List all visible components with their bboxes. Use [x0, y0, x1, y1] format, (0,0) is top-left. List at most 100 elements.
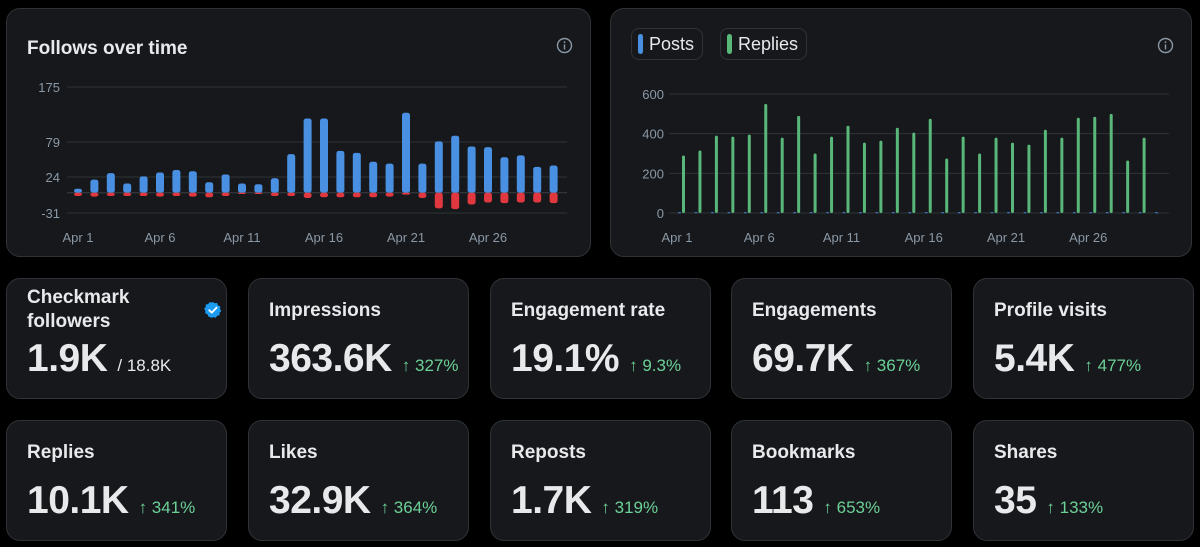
- replies-bar[interactable]: [764, 103, 768, 213]
- follows-bar[interactable]: [156, 172, 164, 193]
- legend-replies[interactable]: Replies: [720, 28, 808, 60]
- follows-bar[interactable]: [516, 155, 525, 193]
- posts-bar[interactable]: [957, 212, 961, 214]
- unfollows-bar[interactable]: [467, 192, 476, 205]
- stat-profile-visits[interactable]: Profile visits 5.4K ↑ 477%: [973, 278, 1194, 399]
- posts-bar[interactable]: [1122, 212, 1126, 214]
- follows-bar[interactable]: [106, 173, 115, 193]
- posts-bar[interactable]: [727, 212, 731, 214]
- posts-bar[interactable]: [743, 212, 747, 214]
- unfollows-bar[interactable]: [484, 192, 492, 203]
- unfollows-bar[interactable]: [238, 192, 246, 195]
- follows-bar[interactable]: [238, 183, 246, 193]
- replies-bar[interactable]: [1060, 137, 1064, 213]
- stat-reposts[interactable]: Reposts 1.7K ↑ 319%: [490, 420, 711, 541]
- follows-bar[interactable]: [352, 152, 361, 193]
- follows-bar[interactable]: [270, 178, 279, 193]
- posts-bar[interactable]: [1056, 212, 1060, 214]
- unfollows-bar[interactable]: [156, 192, 164, 197]
- follows-bar[interactable]: [484, 147, 492, 193]
- unfollows-bar[interactable]: [434, 192, 443, 209]
- posts-bar[interactable]: [710, 212, 714, 214]
- replies-bar[interactable]: [1109, 113, 1113, 213]
- unfollows-bar[interactable]: [139, 192, 148, 196]
- follows-bar[interactable]: [336, 150, 345, 193]
- replies-bar[interactable]: [682, 155, 685, 213]
- unfollows-bar[interactable]: [418, 192, 427, 198]
- unfollows-bar[interactable]: [451, 192, 460, 210]
- posts-bar[interactable]: [776, 212, 780, 214]
- follows-bar[interactable]: [188, 171, 197, 193]
- replies-bar[interactable]: [698, 150, 702, 213]
- stat-replies[interactable]: Replies 10.1K ↑ 341%: [6, 420, 227, 541]
- follows-bar[interactable]: [385, 163, 394, 193]
- follows-bar[interactable]: [320, 118, 328, 193]
- unfollows-bar[interactable]: [90, 192, 99, 197]
- follows-bar[interactable]: [303, 118, 312, 193]
- posts-bar[interactable]: [826, 212, 830, 214]
- unfollows-bar[interactable]: [336, 192, 345, 198]
- posts-bar[interactable]: [842, 212, 846, 214]
- posts-bar[interactable]: [760, 212, 764, 214]
- posts-bar[interactable]: [1089, 212, 1093, 214]
- replies-bar[interactable]: [747, 134, 751, 213]
- info-icon[interactable]: [556, 37, 573, 54]
- posts-bar[interactable]: [941, 212, 945, 214]
- stat-checkmark-followers[interactable]: Checkmark followers 1.9K / 18.8K: [6, 278, 227, 399]
- follows-bar[interactable]: [418, 163, 427, 193]
- follows-bar[interactable]: [139, 176, 148, 193]
- posts-bar[interactable]: [1138, 212, 1142, 214]
- unfollows-bar[interactable]: [320, 192, 328, 198]
- replies-bar[interactable]: [846, 125, 850, 213]
- follows-bar[interactable]: [434, 141, 443, 193]
- posts-bar[interactable]: [678, 212, 681, 214]
- posts-bar[interactable]: [1039, 212, 1043, 214]
- stat-impressions[interactable]: Impressions 363.6K ↑ 327%: [248, 278, 469, 399]
- stat-engagements[interactable]: Engagements 69.7K ↑ 367%: [731, 278, 952, 399]
- posts-bar[interactable]: [891, 212, 895, 214]
- replies-bar[interactable]: [961, 136, 965, 213]
- info-icon[interactable]: [1157, 37, 1174, 54]
- unfollows-bar[interactable]: [549, 192, 558, 204]
- posts-bar[interactable]: [1023, 212, 1027, 214]
- unfollows-bar[interactable]: [123, 192, 132, 196]
- replies-bar[interactable]: [797, 115, 801, 213]
- unfollows-bar[interactable]: [188, 192, 197, 197]
- posts-bar[interactable]: [990, 212, 994, 214]
- follows-bar[interactable]: [500, 157, 509, 193]
- replies-bar[interactable]: [714, 135, 718, 213]
- follows-bar[interactable]: [254, 184, 263, 193]
- stat-bookmarks[interactable]: Bookmarks 113 ↑ 653%: [731, 420, 952, 541]
- unfollows-bar[interactable]: [205, 192, 214, 198]
- posts-bar[interactable]: [1105, 212, 1109, 214]
- follows-bar[interactable]: [549, 165, 558, 193]
- replies-bar[interactable]: [1093, 116, 1097, 213]
- replies-bar[interactable]: [731, 136, 735, 213]
- posts-bar[interactable]: [793, 212, 797, 214]
- follows-bar[interactable]: [533, 166, 542, 193]
- unfollows-bar[interactable]: [369, 192, 378, 198]
- posts-bar[interactable]: [875, 212, 879, 214]
- replies-bar[interactable]: [945, 158, 949, 213]
- posts-bar[interactable]: [908, 212, 912, 214]
- unfollows-bar[interactable]: [402, 192, 410, 195]
- follows-bar[interactable]: [369, 161, 378, 193]
- replies-bar[interactable]: [895, 127, 899, 213]
- unfollows-bar[interactable]: [221, 192, 230, 196]
- replies-bar[interactable]: [1076, 117, 1080, 213]
- replies-bar[interactable]: [879, 140, 883, 213]
- posts-bar[interactable]: [1007, 212, 1010, 214]
- follows-bar[interactable]: [172, 170, 181, 193]
- follows-bar[interactable]: [74, 188, 82, 193]
- unfollows-bar[interactable]: [352, 192, 361, 198]
- unfollows-bar[interactable]: [516, 192, 525, 203]
- replies-bar[interactable]: [1011, 142, 1014, 213]
- replies-bar[interactable]: [1142, 137, 1146, 213]
- follows-bar[interactable]: [451, 135, 460, 193]
- follows-bar[interactable]: [402, 112, 410, 193]
- stat-likes[interactable]: Likes 32.9K ↑ 364%: [248, 420, 469, 541]
- unfollows-bar[interactable]: [254, 192, 263, 195]
- posts-bar[interactable]: [974, 212, 978, 214]
- posts-bar[interactable]: [924, 212, 928, 214]
- replies-bar[interactable]: [1043, 129, 1047, 213]
